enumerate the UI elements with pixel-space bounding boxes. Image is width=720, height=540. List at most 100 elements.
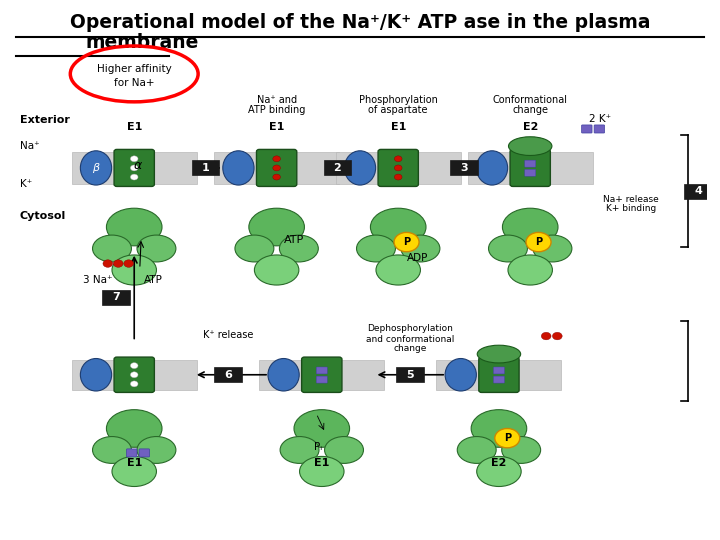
Circle shape <box>130 381 138 387</box>
FancyBboxPatch shape <box>214 367 242 382</box>
Ellipse shape <box>471 410 527 447</box>
Circle shape <box>124 260 133 267</box>
Text: change: change <box>512 105 548 115</box>
Circle shape <box>395 174 402 180</box>
FancyBboxPatch shape <box>594 125 605 133</box>
Text: 3: 3 <box>460 163 468 173</box>
FancyBboxPatch shape <box>323 160 351 176</box>
Circle shape <box>526 232 551 252</box>
Text: β: β <box>92 163 99 173</box>
Text: 1: 1 <box>202 163 210 173</box>
Ellipse shape <box>112 456 156 487</box>
Ellipse shape <box>294 410 350 447</box>
FancyBboxPatch shape <box>102 289 130 305</box>
Ellipse shape <box>401 235 440 262</box>
Text: 3 Na⁺: 3 Na⁺ <box>84 275 113 285</box>
Text: α: α <box>134 159 142 172</box>
Ellipse shape <box>81 359 112 391</box>
FancyBboxPatch shape <box>192 160 220 176</box>
Ellipse shape <box>137 235 176 262</box>
Ellipse shape <box>107 410 162 447</box>
Circle shape <box>273 165 281 171</box>
Circle shape <box>103 260 112 267</box>
FancyBboxPatch shape <box>316 367 328 374</box>
FancyBboxPatch shape <box>336 152 461 184</box>
Text: 5: 5 <box>407 370 414 380</box>
FancyBboxPatch shape <box>214 152 339 184</box>
Ellipse shape <box>533 235 572 262</box>
Text: Conformational: Conformational <box>492 94 567 105</box>
Ellipse shape <box>489 235 528 262</box>
Text: Phosphorylation: Phosphorylation <box>359 94 438 105</box>
Circle shape <box>395 156 402 162</box>
Circle shape <box>394 232 419 252</box>
FancyBboxPatch shape <box>114 357 154 393</box>
Text: ATP: ATP <box>284 235 304 246</box>
FancyBboxPatch shape <box>450 160 478 176</box>
Ellipse shape <box>222 151 254 185</box>
Ellipse shape <box>93 436 132 463</box>
FancyBboxPatch shape <box>316 376 328 383</box>
Ellipse shape <box>370 208 426 246</box>
Text: and conformational: and conformational <box>366 335 454 343</box>
Ellipse shape <box>300 456 344 487</box>
Text: Pᵢ: Pᵢ <box>314 442 323 453</box>
Ellipse shape <box>280 436 319 463</box>
Text: E1: E1 <box>390 122 406 132</box>
Circle shape <box>130 372 138 377</box>
Circle shape <box>130 174 138 180</box>
FancyBboxPatch shape <box>256 150 297 186</box>
Text: Higher affinity: Higher affinity <box>97 64 171 73</box>
FancyBboxPatch shape <box>139 449 150 457</box>
Text: E1: E1 <box>269 122 284 132</box>
Text: K⁺: K⁺ <box>19 179 32 189</box>
Ellipse shape <box>93 235 132 262</box>
Circle shape <box>395 165 402 171</box>
Text: Na⁺: Na⁺ <box>19 141 39 151</box>
Text: of aspartate: of aspartate <box>369 105 428 115</box>
Text: K⁺ release: K⁺ release <box>203 330 253 340</box>
FancyBboxPatch shape <box>72 152 197 184</box>
Ellipse shape <box>508 137 552 156</box>
Circle shape <box>130 363 138 369</box>
Circle shape <box>130 165 138 171</box>
Text: K+ binding: K+ binding <box>606 204 656 213</box>
Text: P: P <box>403 237 410 247</box>
Ellipse shape <box>325 436 364 463</box>
Text: membrane: membrane <box>86 32 199 51</box>
Text: for Na+: for Na+ <box>114 78 155 87</box>
Text: P: P <box>504 433 511 443</box>
Text: 7: 7 <box>112 292 120 302</box>
Circle shape <box>541 332 551 340</box>
FancyBboxPatch shape <box>127 449 137 457</box>
Text: Operational model of the Na⁺/K⁺ ATP ase in the plasma: Operational model of the Na⁺/K⁺ ATP ase … <box>70 13 650 32</box>
Text: ATP binding: ATP binding <box>248 105 305 115</box>
Ellipse shape <box>457 436 496 463</box>
Ellipse shape <box>502 436 541 463</box>
FancyBboxPatch shape <box>378 150 418 186</box>
FancyBboxPatch shape <box>302 357 342 393</box>
FancyBboxPatch shape <box>479 357 519 393</box>
Ellipse shape <box>508 255 552 285</box>
FancyBboxPatch shape <box>525 169 536 176</box>
Ellipse shape <box>445 359 477 391</box>
Circle shape <box>273 174 281 180</box>
Ellipse shape <box>344 151 376 185</box>
FancyBboxPatch shape <box>510 150 550 186</box>
Ellipse shape <box>477 456 521 487</box>
Text: E2: E2 <box>523 122 538 132</box>
Text: Na⁺ and: Na⁺ and <box>256 94 297 105</box>
Circle shape <box>113 260 123 267</box>
Text: E1: E1 <box>127 122 142 132</box>
Ellipse shape <box>279 235 318 262</box>
Ellipse shape <box>235 235 274 262</box>
Ellipse shape <box>477 151 508 185</box>
Text: Cytosol: Cytosol <box>19 211 66 221</box>
Ellipse shape <box>376 255 420 285</box>
FancyBboxPatch shape <box>493 376 505 383</box>
FancyBboxPatch shape <box>582 125 592 133</box>
Text: Na+ release: Na+ release <box>603 194 659 204</box>
Circle shape <box>495 428 520 448</box>
Circle shape <box>130 156 138 162</box>
Ellipse shape <box>137 436 176 463</box>
